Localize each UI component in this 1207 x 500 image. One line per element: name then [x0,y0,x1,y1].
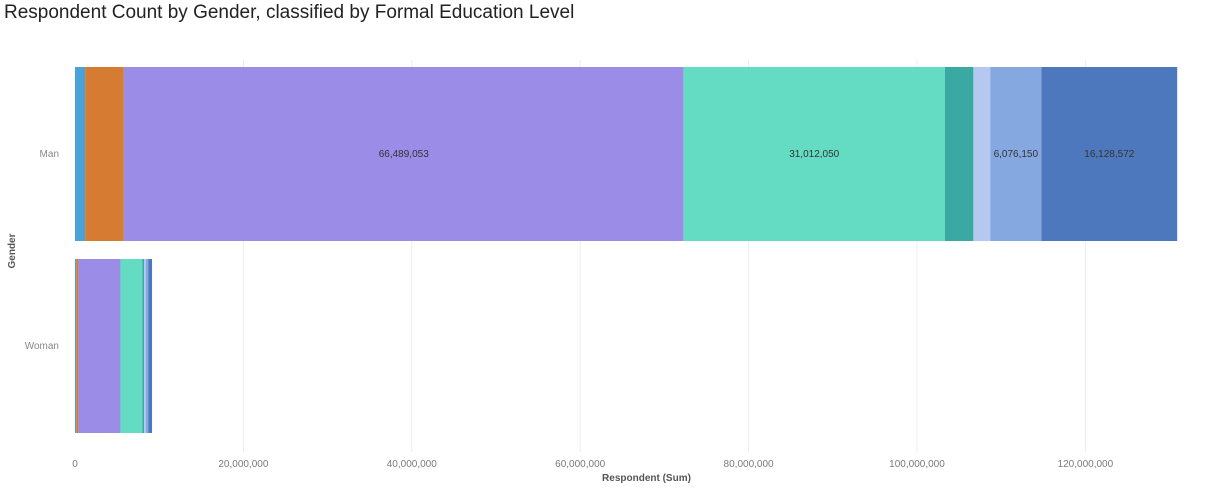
bar-segment [75,67,86,241]
bar-segment [120,259,143,433]
bar-segment [683,67,945,241]
y-axis-label: Gender [7,233,18,268]
chart-title: Respondent Count by Gender, classified b… [4,2,575,23]
bar-segment [144,259,146,433]
data-label: 16,128,572 [1084,149,1134,160]
data-labels: 66,489,053 31,012,050 6,076,150 16,128,572 [379,149,1135,160]
x-tick-label: 60,000,000 [555,459,605,470]
bar-segment [973,67,991,241]
bar-segment [1041,67,1178,241]
bar-segment [944,67,974,241]
bar-segment [148,259,153,433]
bar-segment [75,259,77,433]
data-label: 66,489,053 [379,149,429,160]
bar-segment [123,67,684,241]
bar-segment [145,259,149,433]
bar-segment [85,67,124,241]
bar-segment [76,259,79,433]
x-tick-label: 120,000,000 [1058,459,1114,470]
x-tick-label: 0 [72,459,78,470]
axes: 0 20,000,000 40,000,000 60,000,000 80,000,00… [7,149,1114,484]
category-label: Man [40,149,59,160]
data-label: 6,076,150 [994,149,1039,160]
bar-segments [75,67,1178,433]
category-label: Woman [25,341,59,352]
bar-segment [990,67,1042,241]
x-axis-label: Respondent (Sum) [602,473,691,484]
x-tick-label: 80,000,000 [724,459,774,470]
x-tick-label: 100,000,000 [889,459,945,470]
x-tick-label: 20,000,000 [218,459,268,470]
gridlines [242,60,1086,452]
data-label: 31,012,050 [789,149,839,160]
bar-segment [142,259,145,433]
x-tick-label: 40,000,000 [387,459,437,470]
bar-segment [78,259,121,433]
